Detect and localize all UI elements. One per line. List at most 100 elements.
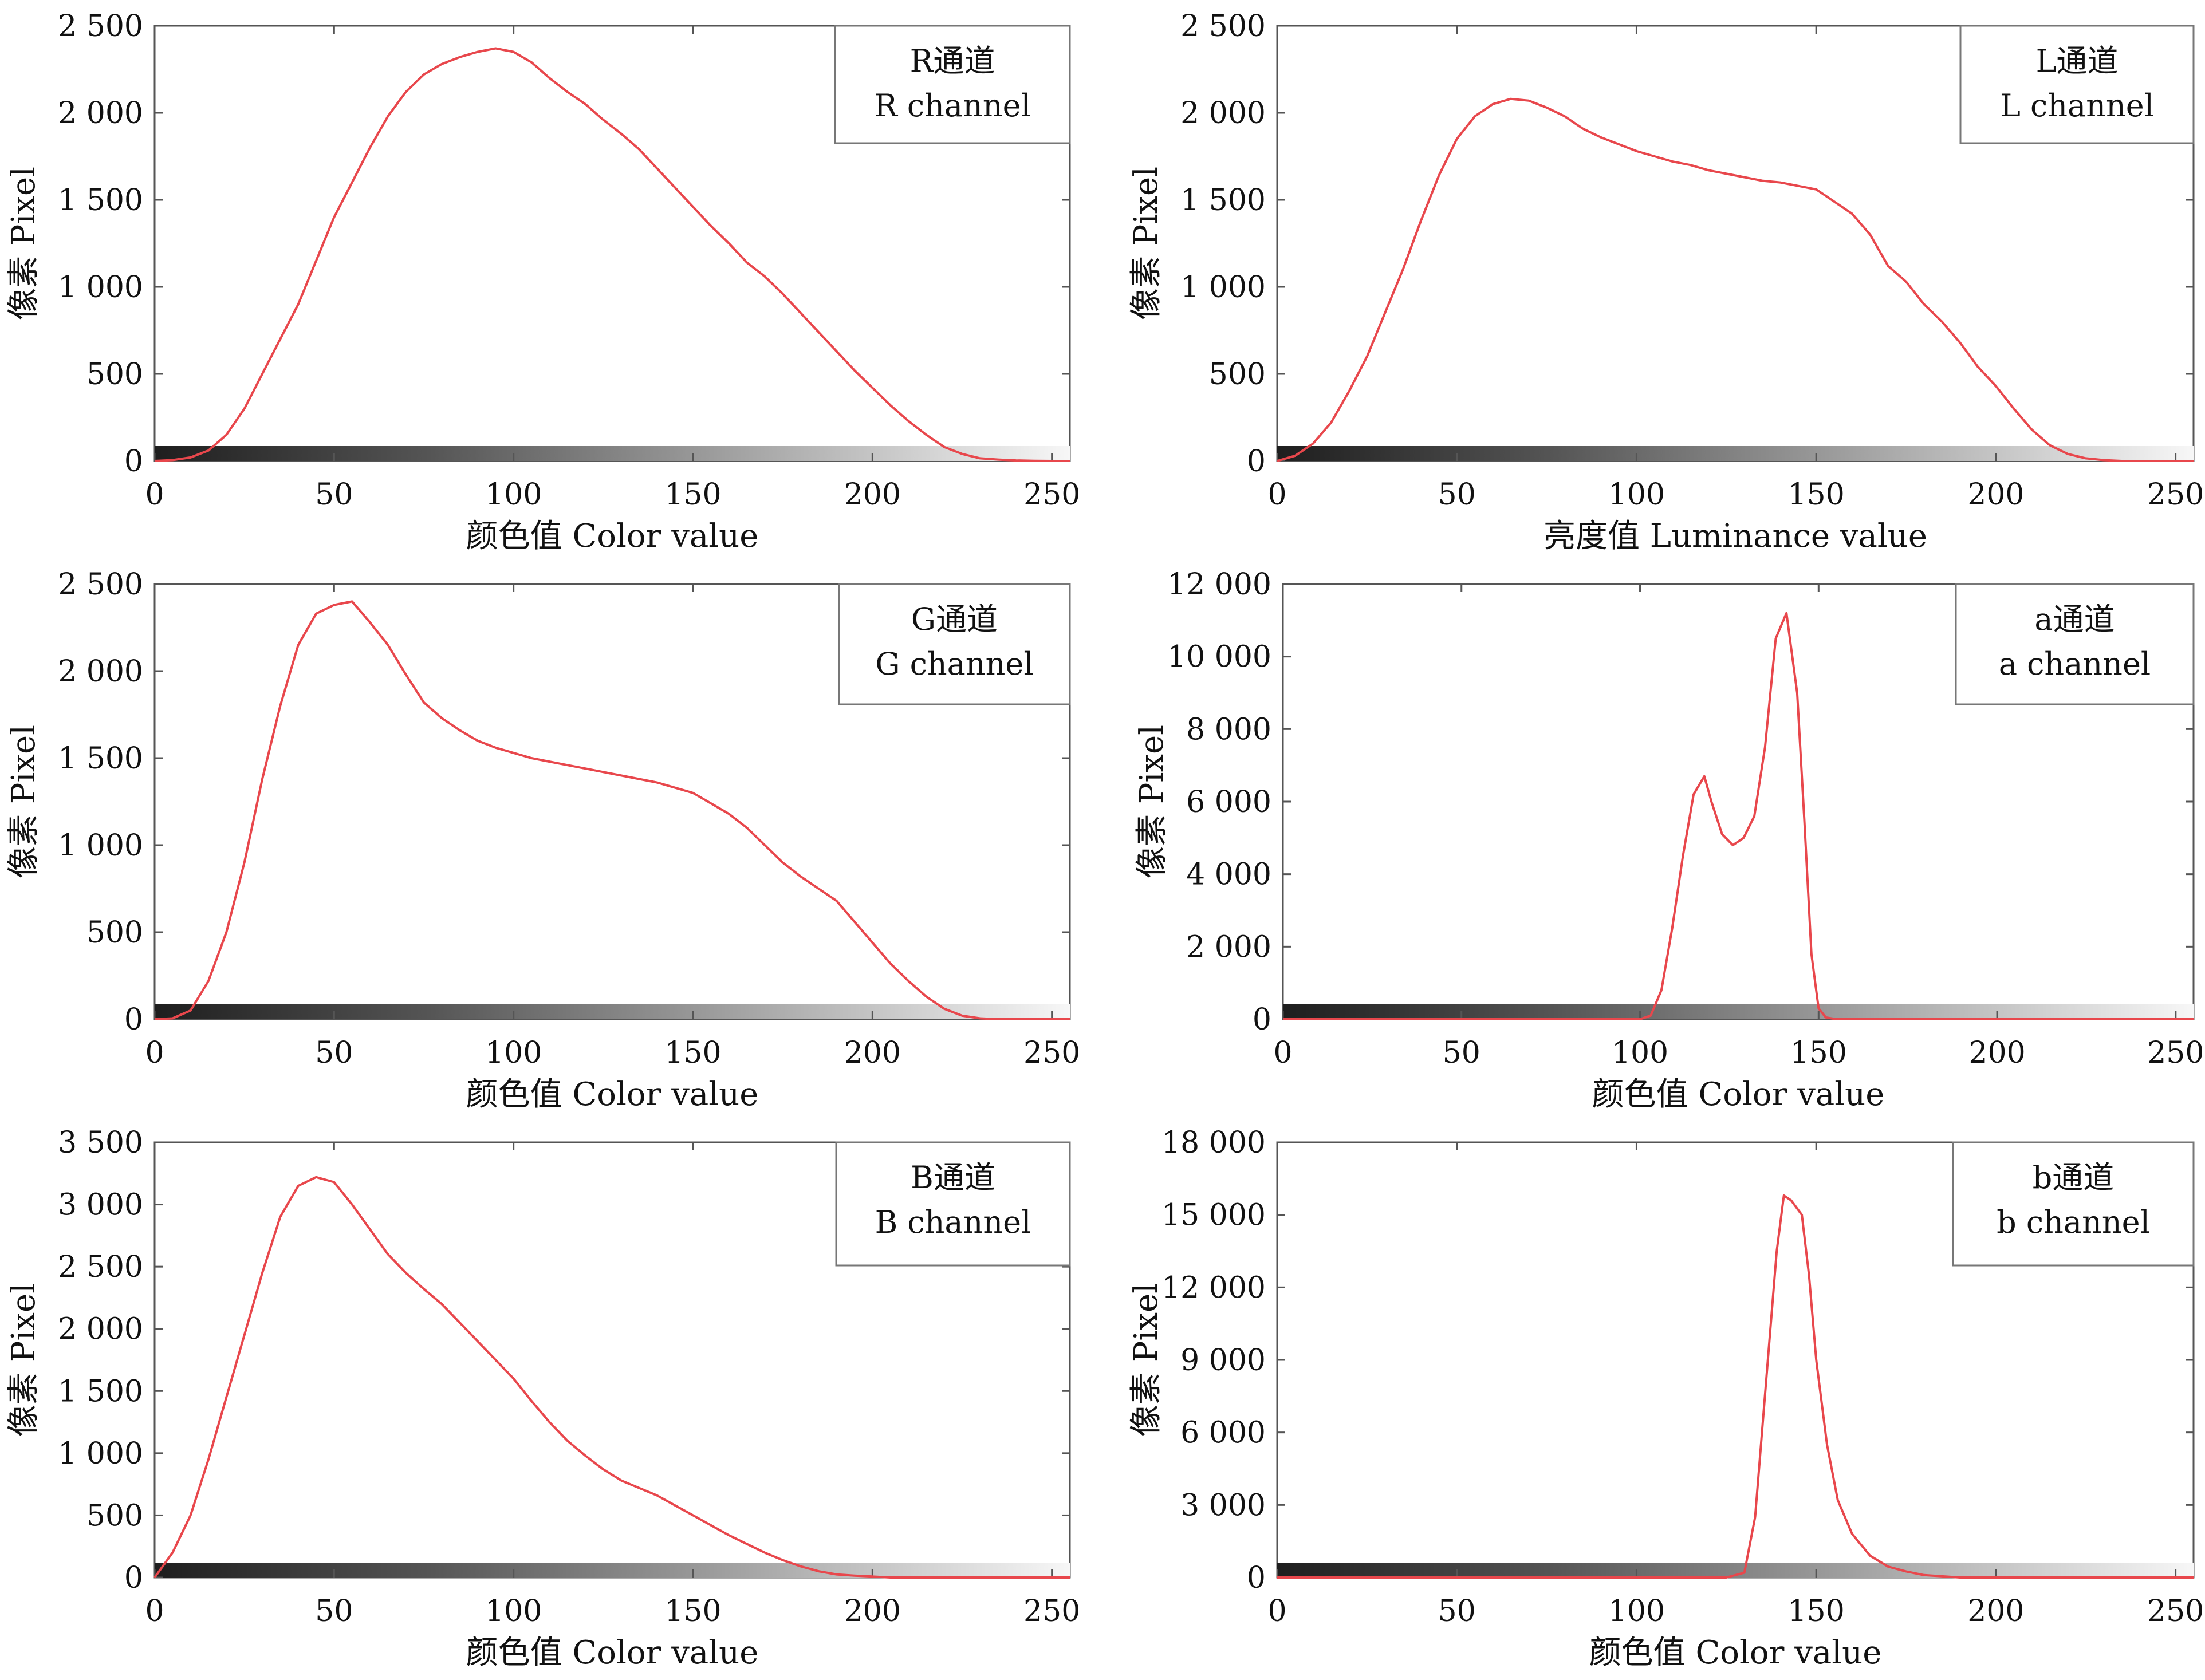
y-tick-label: 1 500	[58, 1374, 143, 1409]
x-tick-label: 150	[664, 478, 721, 512]
legend-label: G通道	[911, 601, 998, 637]
x-axis-label: 颜色值 Color value	[466, 1076, 759, 1113]
x-axis-label: 颜色值 Color value	[466, 1634, 759, 1671]
y-tick-label: 500	[86, 916, 143, 950]
x-tick-label: 100	[1612, 1036, 1668, 1070]
x-axis-label: 颜色值 Color value	[466, 518, 759, 555]
legend-box	[1955, 583, 2195, 705]
chart-panel-r: 0 500 1 000 1 500 2 000 2 500 0 50 100 150 200 250 颜…	[5, 9, 1080, 555]
y-tick-label: 3 500	[58, 1126, 143, 1160]
x-tick-label: 0	[1267, 1594, 1286, 1628]
x-tick-label: 100	[1608, 1594, 1665, 1628]
y-tick-label: 500	[86, 357, 143, 392]
chart-panel-a: 0 2 000 4 000 6 000 8 000 10 000 12 000 0 50 100 1…	[1133, 567, 2204, 1113]
histogram-line	[1277, 1194, 2194, 1579]
histogram-line	[1277, 97, 2194, 462]
grayscale-bar	[1277, 446, 2194, 461]
y-tick-label: 18 000	[1161, 1126, 1266, 1160]
y-tick-label: 6 000	[1186, 785, 1271, 819]
x-tick-label: 50	[315, 478, 353, 512]
x-axis-label: 亮度值 Luminance value	[1544, 518, 1927, 555]
legend-label: b channel	[1997, 1204, 2150, 1240]
histogram-line	[154, 600, 1070, 1020]
y-tick-label: 8 000	[1186, 712, 1271, 747]
histogram-line	[154, 47, 1070, 462]
y-tick-label: 4 000	[1186, 858, 1271, 892]
y-tick-label: 12 000	[1161, 1271, 1266, 1305]
y-tick-label: 2 500	[58, 9, 143, 44]
legend-label: B通道	[911, 1160, 995, 1196]
x-tick-label: 0	[145, 478, 164, 512]
y-tick-label: 1 000	[1180, 270, 1266, 305]
x-tick-label: 150	[664, 1036, 721, 1070]
x-tick-label: 0	[1267, 478, 1286, 512]
y-tick-label: 1 000	[58, 1437, 143, 1471]
legend-label: L channel	[2000, 88, 2154, 124]
y-tick-label: 2 500	[58, 567, 143, 602]
y-tick-label: 500	[1209, 357, 1266, 392]
x-tick-label: 50	[315, 1594, 353, 1628]
y-axis-label: 像素 Pixel	[1128, 1283, 1165, 1437]
chart-panel-b: 0 500 1 000 1 500 2 000 2 500 3 000 3 500 0 50 100…	[5, 1126, 1080, 1671]
y-tick-label: 500	[86, 1498, 143, 1533]
x-tick-label: 150	[664, 1594, 721, 1628]
y-tick-label: 0	[124, 1003, 143, 1037]
legend-label: G channel	[875, 646, 1033, 682]
y-tick-label: 2 500	[1180, 9, 1266, 44]
grayscale-bar	[155, 446, 1070, 461]
y-axis-label: 像素 Pixel	[5, 725, 42, 878]
y-tick-label: 0	[1253, 1003, 1271, 1037]
x-tick-label: 250	[1023, 1036, 1080, 1070]
x-axis-label: 颜色值 Color value	[1589, 1634, 1882, 1671]
grayscale-bar	[155, 1004, 1070, 1019]
x-tick-label: 150	[1788, 1594, 1845, 1628]
grayscale-bar	[1283, 1004, 2194, 1019]
y-tick-label: 15 000	[1161, 1198, 1266, 1233]
legend-label: a通道	[2034, 601, 2115, 637]
x-tick-label: 50	[1438, 478, 1476, 512]
y-tick-label: 9 000	[1180, 1343, 1266, 1378]
y-tick-label: 2 000	[58, 96, 143, 131]
y-tick-label: 1 500	[58, 183, 143, 218]
chart-panel-b2: 0 3 000 6 000 9 000 12 000 15 000 18 000 0 50 100…	[1128, 1126, 2204, 1671]
y-tick-label: 0	[1247, 1561, 1266, 1595]
histogram-line	[153, 1176, 1070, 1579]
y-tick-label: 0	[1247, 444, 1266, 479]
histogram-line	[1283, 612, 2194, 1020]
y-axis-label: 像素 Pixel	[5, 1283, 42, 1437]
legend-box	[838, 583, 1071, 705]
x-tick-label: 150	[1790, 1036, 1847, 1070]
chart-panel-l: 0 500 1 000 1 500 2 000 2 500 0 50 100 150 200 250 亮…	[1128, 9, 2204, 555]
legend-box	[1952, 1141, 2195, 1267]
y-tick-label: 2 000	[58, 654, 143, 689]
y-tick-label: 2 000	[1186, 930, 1271, 964]
y-tick-label: 0	[124, 444, 143, 479]
x-tick-label: 200	[1967, 1594, 2024, 1628]
legend-label: B channel	[875, 1204, 1031, 1240]
y-tick-label: 2 500	[58, 1250, 143, 1284]
legend-box	[835, 1141, 1071, 1267]
y-axis-label: 像素 Pixel	[1133, 725, 1171, 878]
x-tick-label: 250	[2147, 1594, 2204, 1628]
legend-label: L通道	[2036, 43, 2119, 79]
x-tick-label: 200	[844, 478, 901, 512]
y-tick-label: 12 000	[1167, 567, 1271, 602]
legend-label: a channel	[1999, 646, 2151, 682]
y-tick-label: 0	[124, 1561, 143, 1595]
x-tick-label: 250	[1023, 478, 1080, 512]
y-tick-label: 1 500	[58, 742, 143, 776]
x-tick-label: 50	[1438, 1594, 1476, 1628]
x-tick-label: 50	[1443, 1036, 1480, 1070]
x-tick-label: 100	[1608, 478, 1665, 512]
x-tick-label: 200	[844, 1036, 901, 1070]
x-tick-label: 150	[1788, 478, 1845, 512]
legend-label: R channel	[874, 88, 1031, 124]
y-tick-label: 1 500	[1180, 183, 1266, 218]
x-axis-label: 颜色值 Color value	[1592, 1076, 1885, 1113]
x-tick-label: 100	[485, 1594, 542, 1628]
y-axis-label: 像素 Pixel	[1128, 167, 1165, 320]
legend-label: b通道	[2033, 1160, 2115, 1196]
legend-label: R通道	[910, 43, 995, 79]
x-tick-label: 0	[1273, 1036, 1292, 1070]
